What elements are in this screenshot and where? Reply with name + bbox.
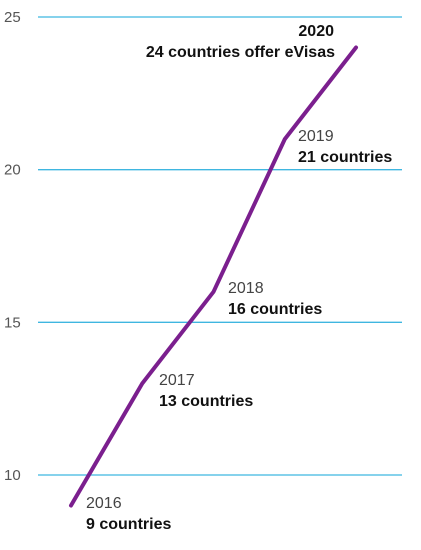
annotation-year-2016: 2016	[86, 495, 122, 512]
y-tick-label-25: 25	[4, 9, 21, 26]
y-tick-label-10: 10	[4, 467, 21, 484]
annotation-year-2019: 2019	[298, 128, 334, 145]
y-axis-tick-labels: 10 15 20 25	[4, 9, 21, 484]
annotation-label-2017: 13 countries	[159, 393, 253, 410]
y-tick-label-15: 15	[4, 314, 21, 331]
annotation-label-2018: 16 countries	[228, 301, 322, 318]
annotation-year-2020: 2020	[298, 23, 334, 40]
gridlines	[38, 16, 402, 476]
series-line	[69, 45, 358, 508]
annotation-label-2019: 21 countries	[298, 149, 392, 166]
series-line-group	[69, 45, 358, 508]
data-annotations: 2016 9 countries 2017 13 countries 2018 16 co…	[86, 23, 392, 533]
annotation-year-2017: 2017	[159, 372, 195, 389]
annotation-label-2020: 24 countries offer eVisas	[146, 44, 335, 61]
annotation-year-2018: 2018	[228, 280, 264, 297]
annotation-label-2016: 9 countries	[86, 516, 171, 533]
y-tick-label-20: 20	[4, 162, 21, 179]
